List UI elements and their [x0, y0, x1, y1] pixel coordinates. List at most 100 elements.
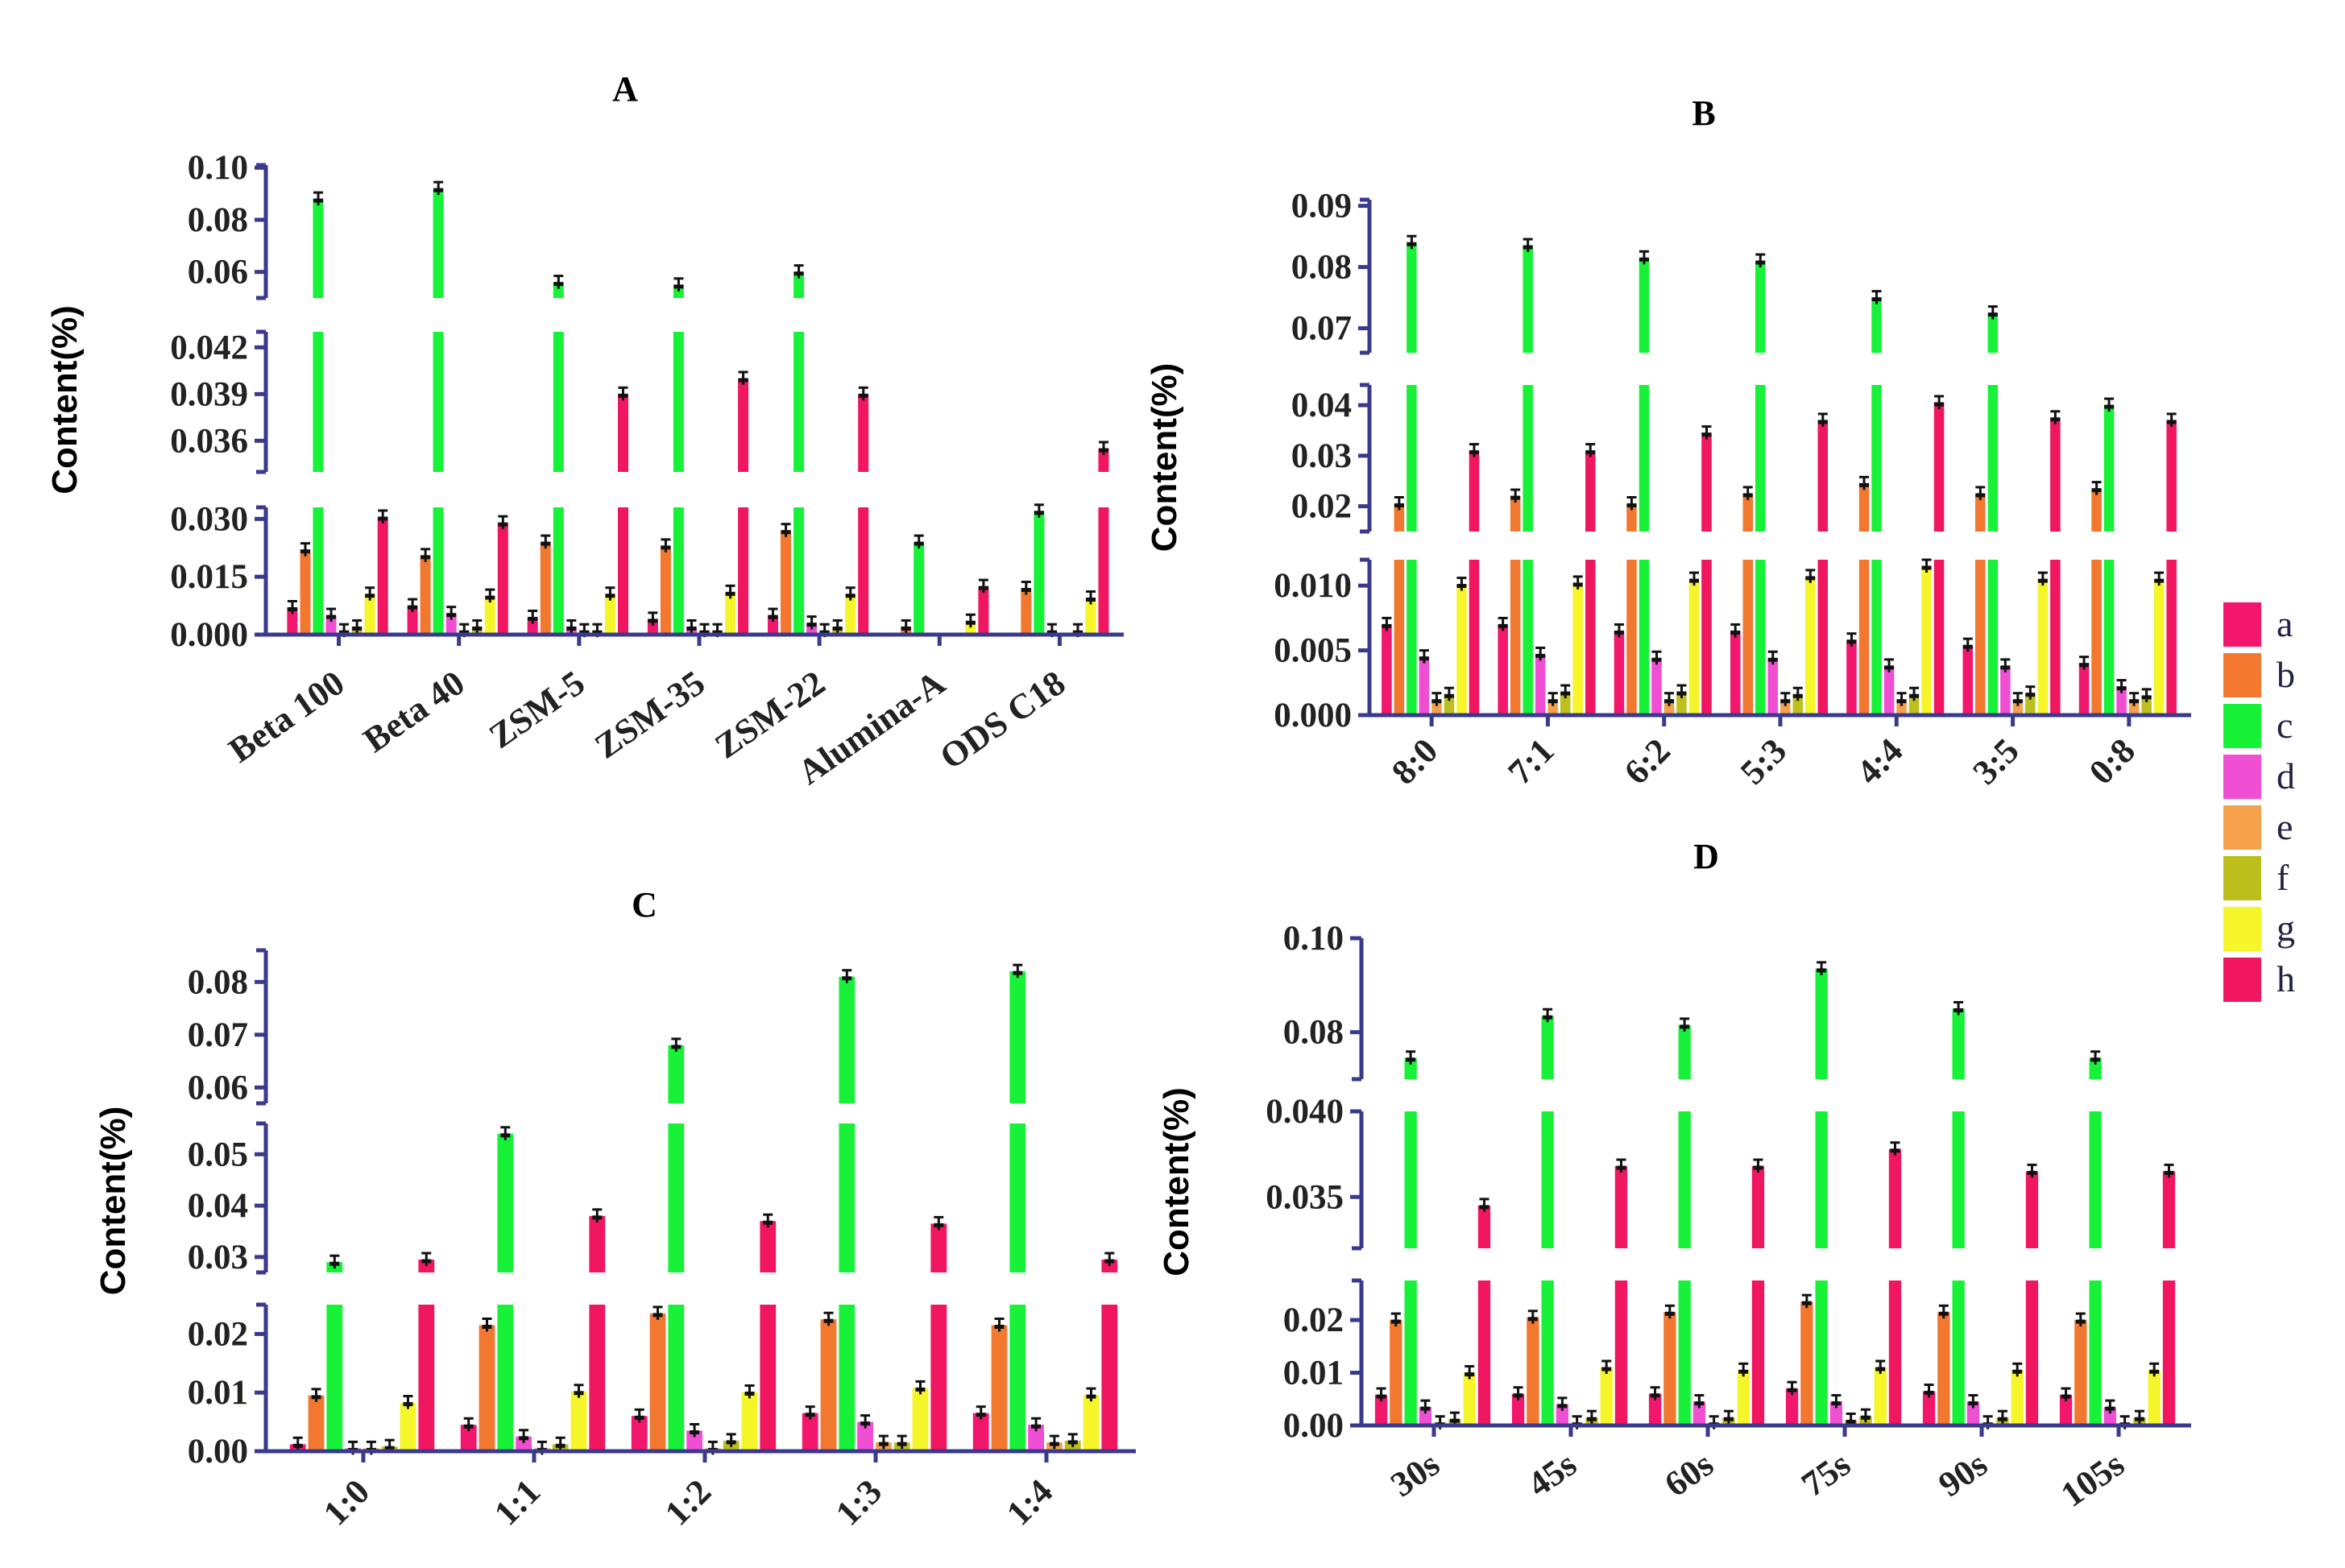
bar-g: [741, 1392, 758, 1451]
bar-g: [1921, 566, 1932, 715]
bar-a: [1730, 631, 1741, 715]
legend-label-h: h: [2277, 958, 2295, 999]
bar-h: [1585, 450, 1596, 532]
bar-h: [1701, 432, 1712, 532]
bar-d: [516, 1436, 532, 1451]
legend-label-a: a: [2277, 603, 2293, 644]
y-tick-label: 0.08: [188, 201, 248, 239]
y-tick-label: 0.06: [188, 254, 248, 292]
bar-b: [1858, 560, 1870, 715]
x-tick-label: 4:4: [1849, 730, 1910, 792]
bar-h: [1751, 1280, 1765, 1425]
legend-label-e: e: [2277, 806, 2293, 847]
bar-c: [1987, 385, 1999, 532]
panel-title: B: [1692, 93, 1715, 133]
bar-d: [1692, 1401, 1705, 1425]
y-tick-label: 0.000: [1274, 697, 1352, 734]
bar-b: [1626, 560, 1637, 715]
bar-c: [313, 199, 324, 298]
y-tick-label: 0.042: [170, 329, 248, 366]
bar-h: [1101, 1305, 1118, 1451]
bar-d: [1829, 1401, 1842, 1425]
bar-b: [781, 530, 791, 635]
bar-b: [1742, 493, 1753, 532]
y-axis-segment: 0.035 0.040: [1266, 1093, 1364, 1251]
bar-c: [793, 507, 805, 635]
bar-g: [1085, 598, 1096, 635]
bar-e: [1431, 699, 1442, 715]
bar-h: [2050, 417, 2061, 532]
bar-a: [1922, 1391, 1936, 1425]
bar-h: [1098, 507, 1109, 635]
bar-c: [1678, 1024, 1691, 1079]
legend-label-f: f: [2277, 857, 2289, 898]
bar-b: [300, 549, 311, 635]
bar-c: [1407, 560, 1417, 715]
x-tick-label: 45s: [1521, 1444, 1584, 1504]
bar-a: [460, 1425, 477, 1451]
bar-h: [377, 517, 388, 635]
bar-c: [1952, 1008, 1965, 1079]
x-tick-label: ODS C18: [933, 663, 1072, 777]
bar-g: [400, 1402, 416, 1451]
legend-swatch-h: [2223, 958, 2261, 1002]
panel-a: A Content(%) 0.000 0.015 0.030 0.036 0.039 0.04…: [45, 69, 1124, 792]
bar-c: [839, 1123, 856, 1272]
bar-h: [589, 1305, 606, 1451]
bar-h: [1614, 1280, 1628, 1425]
y-tick-label: 0.03: [1291, 437, 1352, 475]
x-tick-label: 1:3: [828, 1471, 889, 1533]
panel-c: CContent(%)0.000.010.020.030.040.050.060…: [93, 885, 1136, 1533]
bar-d: [1419, 656, 1430, 715]
bar-c: [668, 1045, 685, 1103]
y-tick-label: 0.02: [1283, 1301, 1344, 1339]
bar-c: [839, 976, 856, 1103]
y-tick-label: 0.08: [1283, 1014, 1344, 1052]
bar-c: [1639, 258, 1650, 353]
bar-h: [2162, 1171, 2176, 1248]
bar-c: [793, 332, 805, 472]
y-tick-label: 0.036: [170, 422, 248, 460]
y-tick-label: 0.000: [170, 616, 248, 654]
bar-b: [2091, 488, 2102, 532]
bar-h: [497, 523, 508, 635]
bar-d: [2000, 665, 2011, 715]
bar-b: [2074, 1320, 2087, 1425]
bar-c: [1009, 1305, 1026, 1451]
bar-c: [433, 332, 444, 472]
bar-c: [1952, 1111, 1965, 1248]
legend-swatch-g: [2223, 907, 2261, 951]
legend-swatch-b: [2223, 653, 2261, 697]
x-tick-label: 3:5: [1966, 730, 2027, 792]
bar-c: [2089, 1280, 2102, 1425]
x-tick-label: 7:1: [1500, 730, 1561, 792]
bar-d: [686, 1430, 702, 1451]
bar-g: [1572, 583, 1583, 715]
bar-g: [570, 1391, 587, 1451]
legend-label-d: d: [2277, 755, 2295, 796]
x-tick-label: 5:3: [1733, 730, 1794, 792]
y-tick-label: 0.10: [1283, 920, 1344, 958]
bar-a: [1498, 624, 1508, 715]
bar-c: [326, 1305, 343, 1451]
bar-c: [433, 188, 444, 298]
legend-swatch-a: [2223, 602, 2261, 647]
y-tick-label: 0.010: [1274, 567, 1352, 605]
y-tick-label: 0.09: [1291, 188, 1352, 225]
bar-c: [668, 1123, 685, 1272]
bar-c: [1541, 1280, 1554, 1425]
legend-swatch-e: [2223, 805, 2261, 850]
bars: [289, 963, 1118, 1455]
bar-c: [1639, 560, 1650, 715]
x-tick-label: 0:8: [2082, 730, 2143, 792]
bar-c: [839, 1305, 856, 1451]
y-tick-label: 0.07: [188, 1016, 248, 1054]
panel-title: D: [1693, 837, 1719, 876]
legend-label-c: c: [2277, 705, 2293, 746]
bar-h: [1888, 1148, 1902, 1249]
y-axis-segment: 0.000 0.005 0.010: [1274, 557, 1372, 734]
bar-h: [2166, 420, 2177, 532]
bar-b: [420, 555, 431, 635]
y-axis-segment: 0.06 0.07 0.08: [188, 948, 268, 1107]
bar-g: [1600, 1367, 1613, 1425]
